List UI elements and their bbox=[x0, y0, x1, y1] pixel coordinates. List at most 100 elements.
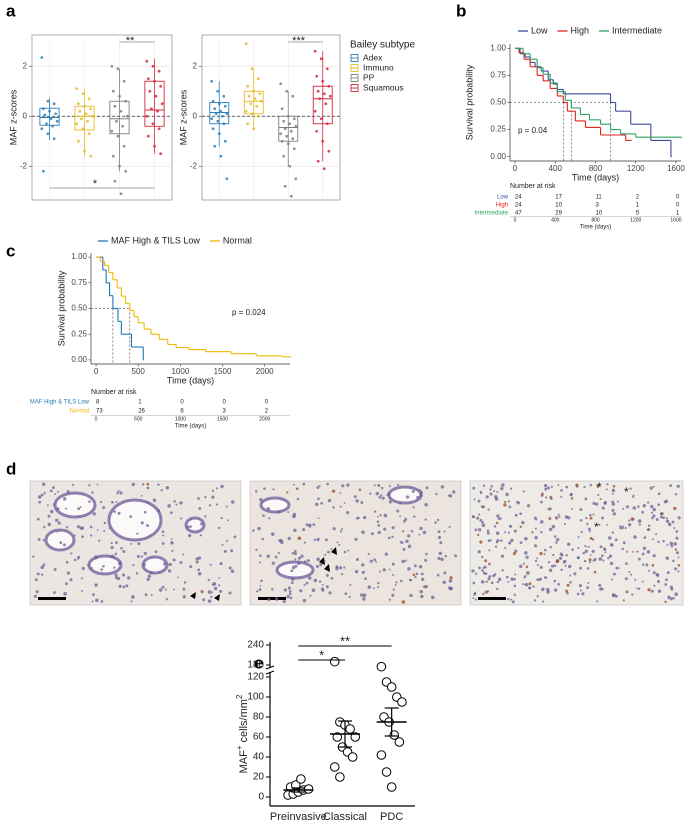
cell bbox=[80, 577, 83, 580]
cell bbox=[490, 581, 494, 585]
cell bbox=[652, 538, 654, 541]
cell bbox=[355, 499, 359, 503]
cell bbox=[294, 564, 298, 568]
cell bbox=[662, 539, 665, 543]
point bbox=[316, 159, 320, 163]
cell bbox=[405, 539, 409, 544]
cell bbox=[557, 484, 560, 487]
cell bbox=[625, 562, 628, 566]
cell bbox=[343, 501, 346, 504]
cell bbox=[553, 588, 558, 592]
cell bbox=[65, 507, 68, 510]
cell bbox=[88, 500, 91, 503]
cell bbox=[91, 491, 94, 494]
cell bbox=[95, 598, 99, 603]
cell bbox=[339, 530, 342, 533]
point bbox=[225, 177, 229, 181]
cell bbox=[113, 510, 116, 513]
cell bbox=[611, 531, 614, 534]
risk-count: 1 bbox=[636, 203, 640, 209]
cell bbox=[665, 517, 668, 520]
cell bbox=[418, 533, 421, 536]
cell bbox=[580, 530, 583, 533]
risk-count: 11 bbox=[596, 195, 603, 201]
cell bbox=[482, 484, 486, 487]
cell bbox=[177, 576, 180, 579]
cell bbox=[674, 548, 678, 551]
y-tick-label: 60 bbox=[253, 732, 265, 743]
cell bbox=[402, 547, 406, 551]
legend-label: Adex bbox=[363, 52, 383, 62]
cell bbox=[610, 578, 613, 581]
cell bbox=[341, 572, 344, 576]
cell bbox=[407, 534, 411, 538]
x-tick-label: 0 bbox=[513, 164, 518, 173]
cell bbox=[540, 492, 544, 496]
cell bbox=[550, 485, 553, 488]
cell bbox=[340, 528, 344, 531]
cell bbox=[43, 491, 46, 495]
cell bbox=[204, 496, 207, 499]
point bbox=[76, 139, 80, 143]
cell bbox=[338, 544, 341, 547]
significance-label: ** bbox=[340, 633, 350, 648]
cell bbox=[675, 536, 679, 540]
risk-x-tick-label: 500 bbox=[134, 416, 143, 422]
cell bbox=[302, 598, 307, 603]
point bbox=[46, 99, 50, 103]
cell bbox=[313, 538, 316, 542]
cell bbox=[277, 551, 280, 554]
cell bbox=[150, 593, 153, 596]
cell bbox=[271, 532, 275, 536]
cell bbox=[110, 554, 115, 559]
arrowhead bbox=[190, 592, 196, 599]
cell bbox=[571, 508, 574, 511]
cell bbox=[131, 595, 135, 599]
cell bbox=[114, 552, 118, 556]
cell bbox=[395, 581, 398, 584]
cell bbox=[118, 561, 122, 566]
cell bbox=[577, 546, 580, 550]
cell bbox=[370, 532, 374, 536]
cell bbox=[646, 501, 650, 504]
cell bbox=[474, 598, 477, 601]
cell bbox=[204, 515, 207, 518]
cell bbox=[170, 541, 174, 545]
cell bbox=[566, 592, 569, 595]
cell bbox=[522, 562, 525, 565]
cell bbox=[186, 525, 190, 529]
cell bbox=[609, 542, 613, 546]
cell bbox=[673, 506, 677, 511]
box bbox=[278, 115, 299, 142]
cell bbox=[158, 588, 163, 592]
cell bbox=[553, 564, 557, 567]
cell bbox=[326, 482, 330, 486]
cell bbox=[513, 529, 517, 533]
cell bbox=[335, 566, 339, 571]
cell bbox=[531, 531, 534, 534]
cell bbox=[471, 569, 475, 573]
cell bbox=[508, 505, 512, 509]
cell bbox=[218, 584, 221, 587]
point bbox=[75, 87, 79, 91]
legend-label: Intermediate bbox=[612, 25, 662, 35]
point bbox=[87, 132, 91, 136]
cell bbox=[47, 514, 51, 518]
cell bbox=[521, 520, 525, 525]
cell bbox=[611, 500, 614, 504]
point bbox=[216, 89, 220, 93]
point bbox=[325, 67, 329, 71]
cell bbox=[589, 554, 592, 556]
cell bbox=[225, 505, 228, 508]
scale-bar bbox=[478, 597, 506, 600]
risk-count: 1 bbox=[676, 211, 680, 217]
cell bbox=[559, 552, 563, 556]
arrowhead bbox=[214, 594, 220, 601]
x-tick-label: 400 bbox=[549, 164, 563, 173]
cell bbox=[211, 583, 215, 586]
cell bbox=[57, 521, 61, 525]
cell bbox=[560, 568, 563, 572]
significance-label: *** bbox=[292, 35, 306, 47]
cell bbox=[539, 577, 542, 581]
cell bbox=[38, 500, 42, 504]
